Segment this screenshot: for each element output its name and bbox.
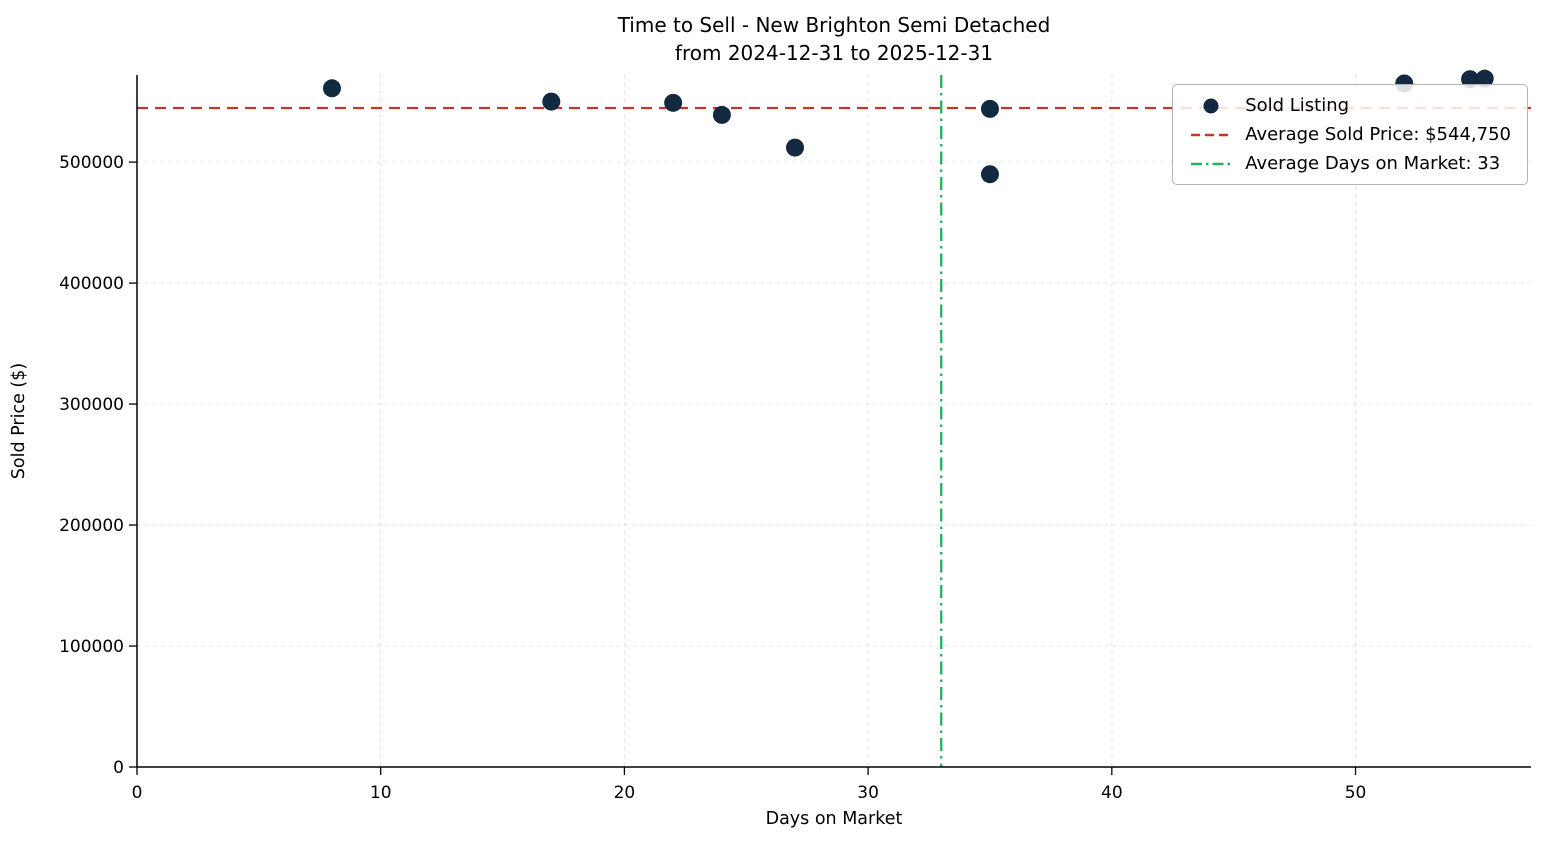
scatter-point [712, 105, 731, 124]
scatter-point [980, 165, 999, 184]
scatter-point [786, 138, 805, 157]
scatter-point [980, 99, 999, 118]
chart-title-line1: Time to Sell - New Brighton Semi Detache… [617, 13, 1051, 37]
x-tick-label: 20 [614, 783, 636, 803]
y-tick-label: 200000 [59, 516, 124, 536]
avg-dom-dashdot-line-icon [1191, 162, 1232, 165]
legend-label-sold-listing: Sold Listing [1245, 95, 1350, 116]
legend-item-sold-listing: Sold Listing [1189, 95, 1511, 116]
chart-title-line2: from 2024-12-31 to 2025-12-31 [675, 41, 993, 65]
scatter-point [542, 92, 561, 111]
legend-label-avg-price: Average Sold Price: $544,750 [1245, 124, 1511, 145]
x-tick-label: 30 [857, 783, 879, 803]
y-tick-label: 500000 [59, 153, 124, 173]
scatter-points [322, 69, 1494, 184]
x-tick-label: 50 [1345, 783, 1367, 803]
sold-listing-marker-icon [1203, 98, 1219, 113]
scatter-point [1461, 70, 1480, 89]
legend: Sold Listing Average Sold Price: $544,75… [1172, 84, 1528, 185]
x-axis-label: Days on Market [766, 809, 903, 829]
scatter-point [1475, 69, 1494, 88]
legend-label-avg-dom: Average Days on Market: 33 [1245, 153, 1501, 174]
axes: 0 10 20 30 40 50 0 100000 200000 300000 400000 5000… [59, 75, 1531, 803]
x-tick-label: 10 [370, 783, 392, 803]
y-axis-label: Sold Price ($) [9, 363, 29, 479]
legend-item-avg-dom: Average Days on Market: 33 [1189, 153, 1511, 174]
x-tick-label: 40 [1101, 783, 1123, 803]
y-tick-label: 400000 [59, 274, 124, 294]
y-tick-label: 300000 [59, 395, 124, 415]
scatter-point [322, 79, 341, 98]
avg-price-dashed-line-icon [1191, 133, 1232, 136]
x-tick-label: 0 [132, 783, 143, 803]
y-tick-label: 100000 [59, 637, 124, 657]
legend-item-avg-price: Average Sold Price: $544,750 [1189, 124, 1511, 145]
y-tick-label: 0 [113, 758, 124, 778]
scatter-point [664, 93, 683, 112]
